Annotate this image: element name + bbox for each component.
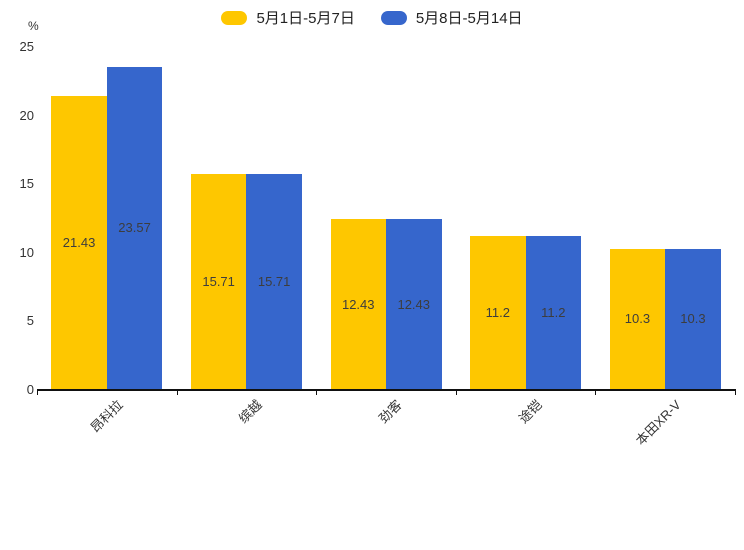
y-tick-label: 15 xyxy=(19,176,34,192)
legend-label: 5月1日-5月7日 xyxy=(256,10,355,27)
bar-series1-cat3[interactable] xyxy=(525,236,582,390)
x-axis-tick xyxy=(37,389,38,395)
x-axis-tick xyxy=(735,389,736,395)
bar-series0-cat2[interactable] xyxy=(330,219,386,390)
legend: 5月1日-5月7日 5月8日-5月14日 xyxy=(0,7,744,28)
bar-series0-cat3[interactable] xyxy=(470,236,526,390)
bar-series1-cat4[interactable] xyxy=(665,248,721,390)
y-tick-label: 5 xyxy=(26,313,34,329)
legend-swatch-icon xyxy=(380,10,407,25)
legend-item-0[interactable]: 5月1日-5月7日 xyxy=(221,7,355,28)
bar-chart: 5月1日-5月7日 5月8日-5月14日 % 0 5 10 15 20 25 21.43 23.… xyxy=(0,7,744,448)
x-axis-tick xyxy=(455,389,457,395)
y-axis-unit-label: % xyxy=(28,19,39,33)
x-axis-tick xyxy=(595,389,597,395)
x-category-label-2: 劲客 xyxy=(375,397,405,427)
legend-label: 5月8日-5月14日 xyxy=(415,10,523,27)
y-tick-label: 25 xyxy=(19,39,34,54)
x-axis-tick xyxy=(176,389,178,395)
x-axis-tick xyxy=(316,389,318,395)
legend-swatch-icon xyxy=(221,10,248,25)
x-category-label-0: 昂科拉 xyxy=(87,397,126,436)
legend-item-1[interactable]: 5月8日-5月14日 xyxy=(380,7,523,28)
bar-series1-cat0[interactable] xyxy=(106,66,163,390)
y-tick-label: 20 xyxy=(19,107,34,123)
y-tick-label: 0 xyxy=(26,382,34,397)
bar-series1-cat1[interactable] xyxy=(246,174,302,390)
x-category-label-3: 途铠 xyxy=(515,397,545,427)
bar-series0-cat1[interactable] xyxy=(190,174,247,390)
bar-series0-cat4[interactable] xyxy=(609,248,666,390)
plot-area: % 0 5 10 15 20 25 21.43 23.57 昂科拉 15.71 15.71 缤越 12.… xyxy=(19,19,736,448)
y-tick-label: 10 xyxy=(19,244,34,260)
bar-series0-cat0[interactable] xyxy=(51,95,107,390)
x-axis-line xyxy=(37,389,735,391)
x-category-label-1: 缤越 xyxy=(236,397,266,427)
x-category-label-4: 本田XR-V xyxy=(632,397,684,449)
bar-series1-cat2[interactable] xyxy=(386,219,442,390)
